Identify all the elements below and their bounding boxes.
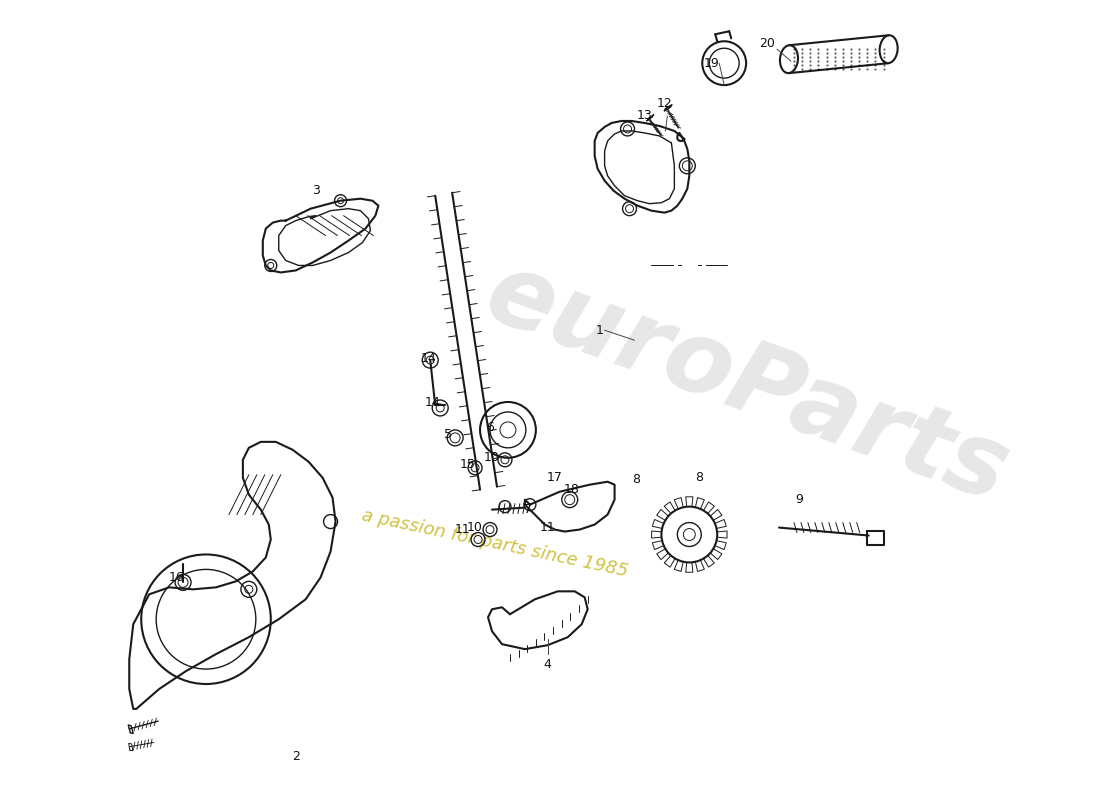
Text: 17: 17 bbox=[547, 471, 563, 484]
Text: 10: 10 bbox=[484, 451, 499, 464]
Text: euroParts: euroParts bbox=[473, 245, 1021, 523]
Ellipse shape bbox=[780, 46, 798, 73]
Text: 7: 7 bbox=[524, 503, 532, 516]
Text: 14: 14 bbox=[420, 352, 436, 365]
Text: 5: 5 bbox=[444, 428, 452, 442]
Text: 10: 10 bbox=[468, 521, 483, 534]
Text: 14: 14 bbox=[425, 397, 440, 410]
Text: 4: 4 bbox=[543, 658, 552, 670]
Text: 11: 11 bbox=[540, 521, 556, 534]
Text: 3: 3 bbox=[311, 184, 320, 198]
Text: 15: 15 bbox=[460, 458, 476, 471]
Text: 8: 8 bbox=[695, 471, 703, 484]
Text: 6: 6 bbox=[486, 422, 494, 434]
Text: 9: 9 bbox=[795, 493, 803, 506]
Text: 19: 19 bbox=[703, 57, 719, 70]
Text: 18: 18 bbox=[564, 483, 580, 496]
Text: 2: 2 bbox=[292, 750, 299, 763]
Text: 8: 8 bbox=[632, 474, 640, 486]
Text: 13: 13 bbox=[637, 110, 652, 122]
Text: a passion for parts since 1985: a passion for parts since 1985 bbox=[360, 506, 630, 581]
Text: 1: 1 bbox=[596, 324, 604, 337]
Ellipse shape bbox=[880, 35, 898, 63]
Text: 12: 12 bbox=[657, 97, 672, 110]
Text: 11: 11 bbox=[454, 523, 470, 536]
Text: 16: 16 bbox=[168, 571, 184, 584]
Text: 20: 20 bbox=[759, 37, 775, 50]
